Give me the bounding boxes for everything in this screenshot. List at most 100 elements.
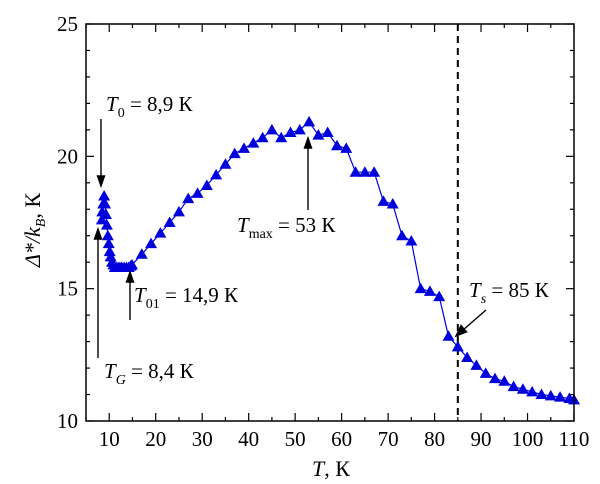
data-point bbox=[100, 219, 113, 230]
data-point bbox=[330, 139, 343, 151]
x-tick-label: 20 bbox=[145, 427, 166, 451]
x-tick-label: 90 bbox=[471, 427, 492, 451]
y-tick-label: 25 bbox=[57, 12, 78, 36]
data-point bbox=[451, 340, 464, 352]
data-point bbox=[479, 367, 492, 378]
arrow-t0-head bbox=[96, 175, 106, 189]
data-point bbox=[321, 126, 334, 138]
annotation-ts: Ts = 85 К bbox=[469, 278, 550, 307]
arrow-ts-head bbox=[454, 324, 468, 338]
arrow-tmax-head bbox=[303, 135, 313, 149]
y-tick-label: 20 bbox=[57, 144, 78, 168]
plot-frame bbox=[85, 23, 575, 422]
data-point bbox=[154, 227, 167, 238]
annotation-ts-text: = 85 К bbox=[486, 278, 550, 302]
data-point bbox=[219, 158, 232, 169]
data-point bbox=[516, 383, 529, 394]
data-point bbox=[95, 213, 108, 225]
x-tick-label: 10 bbox=[99, 427, 120, 451]
data-point bbox=[368, 166, 381, 177]
annotation-tmax-sub: max bbox=[249, 227, 273, 242]
data-point bbox=[423, 285, 436, 296]
data-point bbox=[498, 375, 511, 386]
arrow-tg-head bbox=[93, 226, 103, 240]
data-point bbox=[442, 330, 455, 341]
y-tick-label: 10 bbox=[57, 409, 78, 433]
x-tick-label: 100 bbox=[512, 427, 544, 451]
data-point bbox=[377, 195, 390, 206]
data-point bbox=[544, 389, 557, 401]
data-point bbox=[104, 250, 117, 262]
plot-area bbox=[95, 24, 580, 421]
data-point bbox=[358, 166, 371, 177]
data-point bbox=[265, 123, 278, 135]
data-point bbox=[312, 129, 325, 140]
data-point bbox=[182, 192, 195, 204]
x-tick-label: 70 bbox=[378, 427, 399, 451]
data-point bbox=[99, 197, 112, 209]
data-point bbox=[172, 205, 185, 217]
data-point bbox=[526, 385, 539, 397]
data-point bbox=[470, 359, 483, 370]
data-point bbox=[126, 258, 139, 270]
x-tick-label: 50 bbox=[285, 427, 306, 451]
annotation-t0-var: T bbox=[106, 92, 119, 116]
data-point bbox=[228, 147, 241, 159]
data-point bbox=[554, 391, 567, 402]
data-point bbox=[102, 237, 115, 249]
annotation-t0-sub: 0 bbox=[118, 106, 125, 121]
data-point bbox=[103, 245, 116, 257]
x-axis-label-rest: , К bbox=[324, 456, 350, 481]
data-point bbox=[98, 190, 111, 201]
annotation-tg-text: = 8,4 К bbox=[126, 359, 195, 383]
data-point bbox=[414, 282, 427, 294]
annotation-tg: TG = 8,4 К bbox=[104, 359, 195, 388]
x-tick-label: 40 bbox=[238, 427, 259, 451]
annotation-arrows bbox=[93, 119, 487, 358]
data-point bbox=[303, 115, 316, 127]
data-point bbox=[488, 372, 501, 384]
annotation-t0: T0 = 8,9 К bbox=[106, 92, 194, 121]
data-point bbox=[293, 123, 306, 135]
axes-box bbox=[85, 23, 575, 422]
data-point bbox=[275, 131, 288, 143]
annotation-tg-sub: G bbox=[116, 373, 126, 388]
annotation-t0-text: = 8,9 К bbox=[125, 92, 194, 116]
annotation-tmax: Tmax = 53 К bbox=[237, 213, 336, 242]
data-point bbox=[101, 229, 114, 241]
annotation-ts-sub: s bbox=[481, 292, 487, 307]
y-axis-label-rest: , К bbox=[20, 193, 45, 219]
annotation-tmax-var: T bbox=[237, 213, 250, 237]
x-tick-label: 80 bbox=[424, 427, 445, 451]
arrow-ts-shaft bbox=[462, 309, 487, 331]
data-point bbox=[256, 131, 269, 143]
x-axis-label: T, К bbox=[312, 456, 350, 481]
data-point bbox=[99, 208, 112, 220]
data-point bbox=[238, 142, 251, 153]
data-point bbox=[284, 126, 297, 138]
axis-ticks: 10 20 30 40 50 60 70 80 90 100 110 10 15 20 25 bbox=[57, 12, 589, 451]
data-point bbox=[135, 248, 148, 259]
annotation-ts-var: T bbox=[469, 278, 482, 302]
data-point bbox=[349, 166, 362, 177]
data-point bbox=[405, 235, 418, 246]
annotation-tmax-text: = 53 К bbox=[273, 213, 337, 237]
annotation-t01-text: = 14,9 К bbox=[160, 283, 239, 307]
y-axis-label-main: Δ*/k bbox=[20, 226, 45, 268]
data-point bbox=[200, 179, 213, 190]
annotation-t01: T01 = 14,9 К bbox=[134, 283, 239, 312]
data-point bbox=[535, 388, 548, 400]
data-point bbox=[386, 197, 399, 209]
annotation-t01-var: T bbox=[134, 283, 147, 307]
y-tick-label: 15 bbox=[57, 277, 78, 301]
data-point bbox=[340, 142, 353, 153]
annotation-tg-var: T bbox=[104, 359, 117, 383]
annotation-t01-sub: 01 bbox=[146, 297, 160, 312]
data-point bbox=[396, 229, 409, 241]
data-point bbox=[461, 351, 474, 362]
y-axis-label-sub: B bbox=[34, 218, 49, 227]
data-point bbox=[210, 168, 223, 180]
y-axis-label: Δ*/kB, К bbox=[20, 193, 49, 268]
data-point bbox=[145, 237, 158, 249]
